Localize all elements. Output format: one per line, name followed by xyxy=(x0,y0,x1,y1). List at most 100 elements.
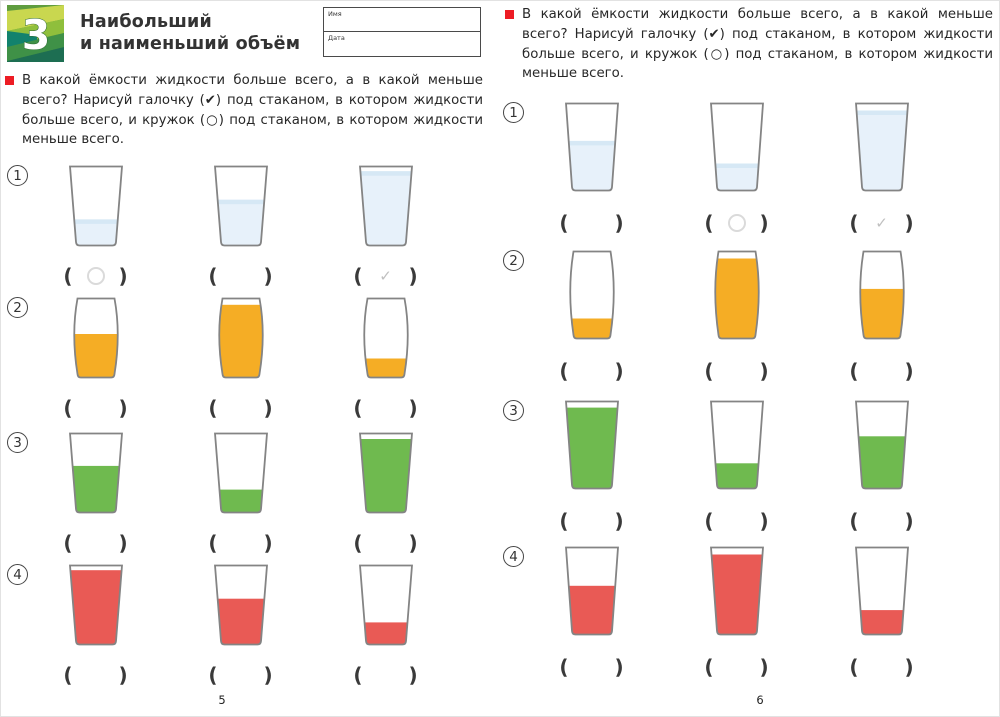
close-paren: ) xyxy=(263,663,273,687)
liquid-fill xyxy=(569,318,614,339)
mark-slot[interactable] xyxy=(714,657,760,677)
close-paren: ) xyxy=(118,663,128,687)
answer-parens[interactable]: ( ) xyxy=(849,509,913,533)
glass-outline xyxy=(709,546,764,636)
answer-parens[interactable]: ( ✓ ) xyxy=(353,264,417,288)
mark-slot[interactable] xyxy=(569,361,615,381)
mark-slot[interactable] xyxy=(714,213,760,233)
mark-slot[interactable] xyxy=(73,398,119,418)
glass-svg xyxy=(362,297,409,379)
answer-parens[interactable]: ( ) xyxy=(849,655,913,679)
mark-slot[interactable] xyxy=(714,511,760,531)
answer-parens[interactable]: ( ) xyxy=(208,396,272,420)
glass-outline xyxy=(568,250,615,340)
title-line-2: и наименьший объём xyxy=(80,34,301,54)
mark-slot[interactable] xyxy=(73,533,119,553)
close-paren: ) xyxy=(118,396,128,420)
glass-svg xyxy=(854,102,909,192)
open-paren: ( xyxy=(208,531,218,555)
glass-outline xyxy=(854,546,909,636)
check-mark-icon: ✓ xyxy=(875,213,888,232)
glass-svg xyxy=(68,165,123,247)
glass-outline xyxy=(709,400,764,490)
glass xyxy=(354,563,418,651)
answer-parens[interactable]: ( ) xyxy=(704,509,768,533)
open-paren: ( xyxy=(63,531,73,555)
mark-slot[interactable] xyxy=(363,665,409,685)
close-paren: ) xyxy=(408,396,418,420)
answer-parens[interactable]: ( ) xyxy=(63,531,127,555)
answer-parens[interactable]: ( ) xyxy=(849,359,913,383)
name-field[interactable]: Имя xyxy=(324,8,480,32)
liquid-fill xyxy=(359,439,412,513)
answer-parens[interactable]: ( ) xyxy=(353,663,417,687)
answer-parens[interactable]: ( ) xyxy=(704,211,768,235)
answer-parens[interactable]: ( ) xyxy=(559,509,623,533)
answer-parens[interactable]: ( ) xyxy=(559,655,623,679)
glass xyxy=(560,399,624,495)
mark-slot[interactable] xyxy=(859,657,905,677)
answer-parens[interactable]: ( ) xyxy=(63,663,127,687)
glass-outline xyxy=(858,250,905,340)
open-paren: ( xyxy=(353,264,363,288)
mark-slot[interactable] xyxy=(218,665,264,685)
liquid-fill xyxy=(73,334,118,378)
close-paren: ) xyxy=(614,509,624,533)
glass xyxy=(354,431,418,519)
mark-slot[interactable] xyxy=(218,398,264,418)
glass xyxy=(850,545,914,641)
close-paren: ) xyxy=(408,663,418,687)
close-paren: ) xyxy=(408,264,418,288)
mark-slot[interactable] xyxy=(859,511,905,531)
mark-slot[interactable] xyxy=(218,533,264,553)
liquid-fill xyxy=(565,140,618,191)
mark-slot[interactable] xyxy=(363,533,409,553)
answer-parens[interactable]: ( ) xyxy=(353,531,417,555)
glass-cell: ( ) xyxy=(23,296,168,420)
mark-slot[interactable] xyxy=(714,361,760,381)
mark-slot[interactable]: ✓ xyxy=(859,213,905,233)
mark-slot[interactable] xyxy=(859,361,905,381)
mark-slot[interactable] xyxy=(569,511,615,531)
glass-svg xyxy=(709,400,764,490)
liquid-fill xyxy=(214,598,267,645)
answer-parens[interactable]: ( ) xyxy=(704,359,768,383)
answer-parens[interactable]: ( ) xyxy=(704,655,768,679)
answer-parens[interactable]: ( ) xyxy=(208,531,272,555)
answer-parens[interactable]: ( ) xyxy=(63,396,127,420)
open-paren: ( xyxy=(849,211,859,235)
glass-cells: ( ) ( ) ( xyxy=(23,164,458,288)
answer-parens[interactable]: ( ) xyxy=(208,264,272,288)
glass-cell: ( ✓ ) xyxy=(313,164,458,288)
mark-slot[interactable] xyxy=(73,266,119,286)
mark-slot[interactable] xyxy=(363,398,409,418)
glass-cell: ( ) xyxy=(313,296,458,420)
answer-parens[interactable]: ( ) xyxy=(208,663,272,687)
date-field[interactable]: Дата xyxy=(324,32,480,56)
mark-slot[interactable] xyxy=(569,213,615,233)
open-paren: ( xyxy=(704,359,714,383)
glass xyxy=(705,545,769,641)
glass-cells: ( ) ( ) ( xyxy=(519,101,954,235)
mark-slot[interactable] xyxy=(73,665,119,685)
glass xyxy=(705,249,769,345)
mark-slot[interactable] xyxy=(218,266,264,286)
glass-cell: ( ) xyxy=(168,164,313,288)
open-paren: ( xyxy=(849,509,859,533)
glass-outline xyxy=(854,400,909,490)
close-paren: ) xyxy=(759,655,769,679)
glass-cells: ( ) ( ) ( xyxy=(23,296,458,420)
answer-parens[interactable]: ( ) xyxy=(63,264,127,288)
mark-slot[interactable] xyxy=(569,657,615,677)
mark-slot[interactable]: ✓ xyxy=(363,266,409,286)
answer-parens[interactable]: ( ) xyxy=(353,396,417,420)
answer-parens[interactable]: ( ) xyxy=(559,359,623,383)
glass-outline xyxy=(68,564,123,646)
glass-cell: ( ) xyxy=(168,296,313,420)
answer-parens[interactable]: ( ✓ ) xyxy=(849,211,913,235)
name-date-box: Имя Дата xyxy=(323,7,481,57)
answer-parens[interactable]: ( ) xyxy=(559,211,623,235)
glass-cell: ( ) xyxy=(809,249,954,383)
close-paren: ) xyxy=(118,531,128,555)
open-paren: ( xyxy=(704,509,714,533)
